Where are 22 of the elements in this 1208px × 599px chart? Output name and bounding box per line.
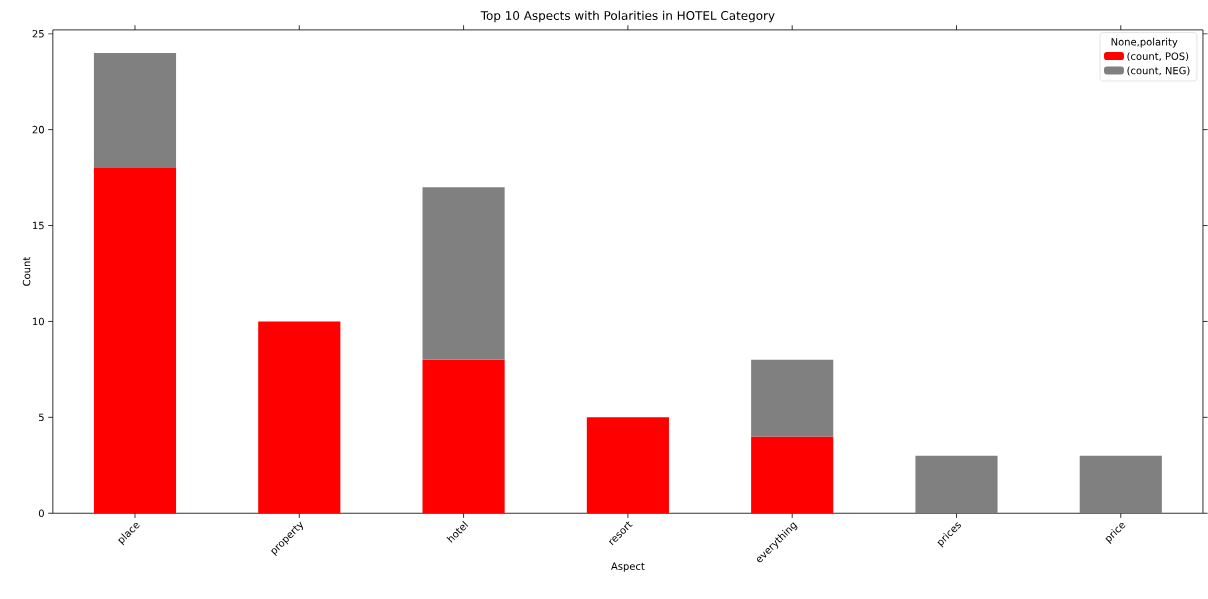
y-axis-title: Count	[22, 257, 31, 286]
bar	[751, 359, 834, 437]
bar	[1079, 455, 1162, 514]
y-tick-label: 5	[39, 413, 44, 422]
bar	[751, 436, 834, 514]
chart-title: Top 10 Aspects with Polarities in HOTEL Category	[480, 10, 775, 23]
y-tick-label: 0	[38, 509, 44, 518]
y-tick-label: 20	[32, 125, 44, 134]
legend-label: (count, NEG)	[1127, 66, 1190, 76]
y-tick-label: 25	[32, 29, 44, 38]
y-tick-label: 15	[33, 221, 44, 230]
legend-title: None,polarity	[1111, 37, 1178, 48]
x-axis-title: Aspect	[611, 562, 645, 572]
bar	[422, 359, 505, 514]
legend-label: (count, POS)	[1127, 52, 1189, 62]
bar	[258, 321, 341, 514]
bar	[93, 52, 177, 169]
bar	[422, 187, 505, 360]
bar	[915, 455, 998, 514]
bar	[93, 168, 177, 514]
bar	[586, 417, 669, 514]
y-tick-label: 10	[33, 317, 44, 326]
